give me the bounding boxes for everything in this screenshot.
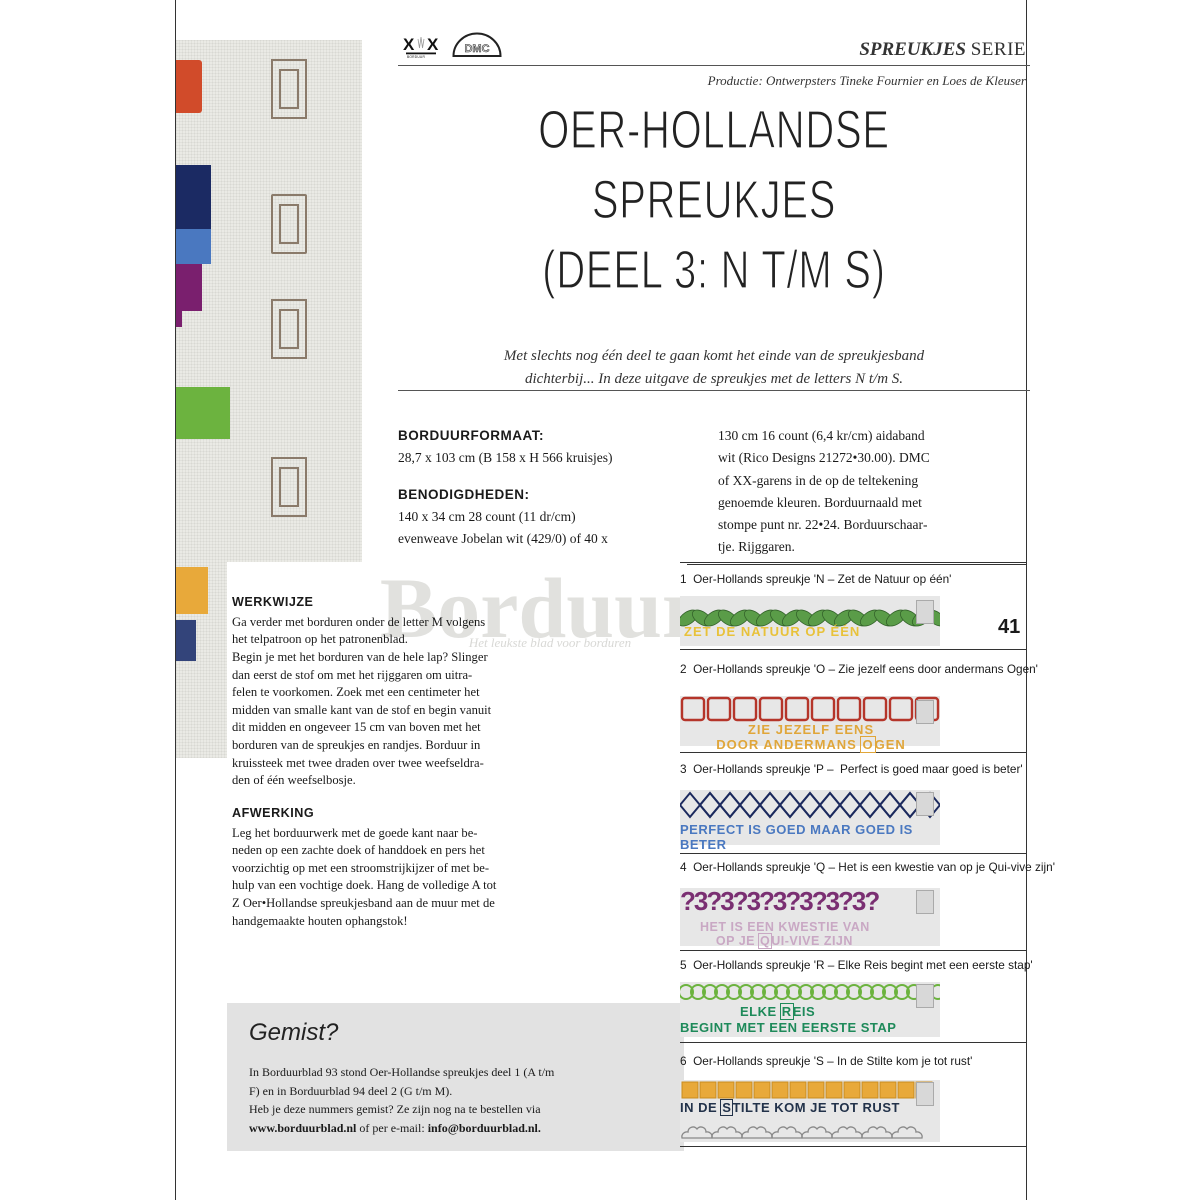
svg-text:SPREUKJES: SPREUKJES xyxy=(592,170,836,230)
svg-text:DMC: DMC xyxy=(464,43,489,55)
svg-text:X: X xyxy=(403,35,415,54)
svg-text:X: X xyxy=(427,35,439,54)
svg-text:(DEEL 3: N T/M S): (DEEL 3: N T/M S) xyxy=(542,240,885,300)
svg-text:OER-HOLLANDSE: OER-HOLLANDSE xyxy=(538,100,890,160)
svg-text:BORDUUR: BORDUUR xyxy=(407,55,425,59)
